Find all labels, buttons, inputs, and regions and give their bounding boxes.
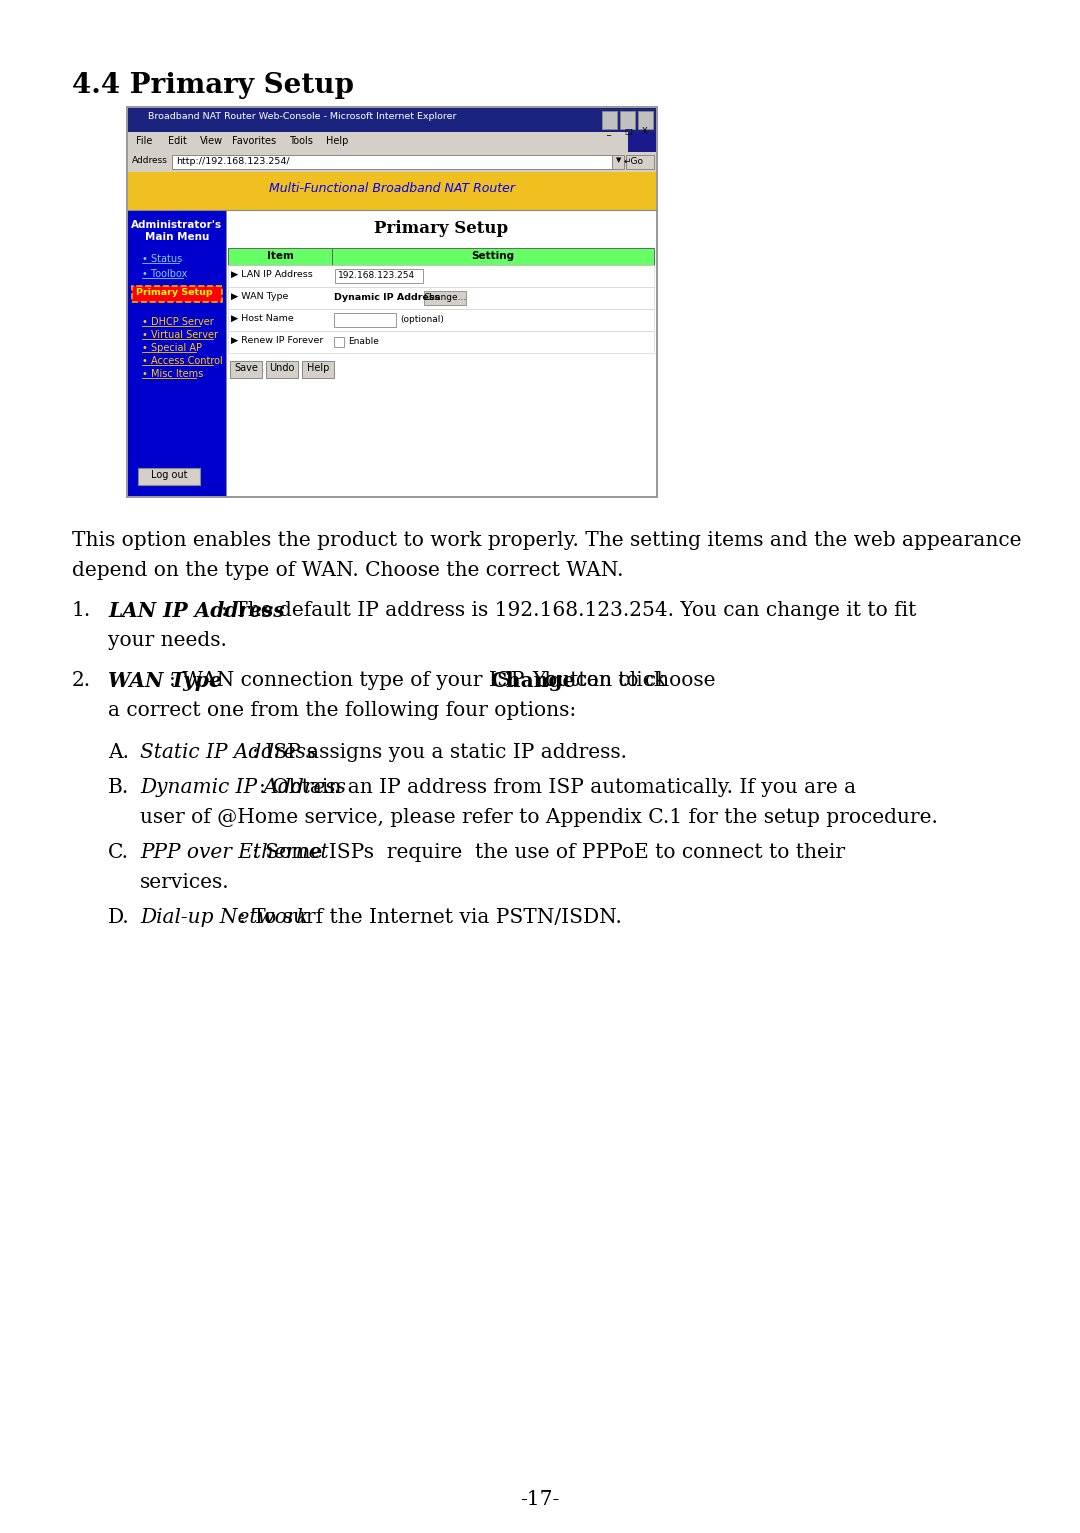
Text: Primary Setup: Primary Setup (374, 221, 508, 238)
Bar (266, 360, 298, 379)
Bar (302, 360, 334, 379)
Text: • Special AP: • Special AP (141, 343, 202, 353)
Text: Save: Save (234, 363, 258, 373)
Text: Tools: Tools (289, 136, 313, 146)
Bar (332, 248, 654, 265)
Text: This option enables the product to work properly. The setting items and the web : This option enables the product to work … (72, 530, 1022, 550)
Text: Dynamic IP Address: Dynamic IP Address (140, 779, 346, 797)
Text: Main Menu: Main Menu (145, 231, 210, 242)
Bar (602, 110, 617, 129)
Text: D.: D. (108, 908, 130, 927)
Text: : ISP assigns you a static IP address.: : ISP assigns you a static IP address. (253, 744, 627, 762)
Text: C.: C. (108, 843, 129, 862)
Text: user of @Home service, please refer to Appendix C.1 for the setup procedure.: user of @Home service, please refer to A… (140, 808, 937, 826)
Bar (129, 210, 226, 497)
Bar (129, 107, 656, 497)
Text: Address: Address (132, 156, 167, 166)
Bar (335, 268, 423, 284)
Text: Help: Help (326, 136, 349, 146)
Bar (126, 106, 658, 498)
Text: Broadband NAT Router Web-Console - Microsoft Internet Explorer: Broadband NAT Router Web-Console - Micro… (148, 112, 457, 121)
Text: services.: services. (140, 872, 230, 892)
Bar (172, 155, 612, 169)
Text: File: File (136, 136, 152, 146)
Text: View: View (200, 136, 224, 146)
Bar (132, 287, 222, 302)
Text: Item: Item (267, 251, 294, 261)
Text: ▶ Renew IP Forever: ▶ Renew IP Forever (231, 336, 323, 345)
Text: : The default IP address is 192.168.123.254. You can change it to fit: : The default IP address is 192.168.123.… (221, 601, 917, 619)
Bar (620, 110, 635, 129)
Bar (228, 310, 654, 331)
Text: □: □ (624, 127, 632, 136)
Text: 4.4 Primary Setup: 4.4 Primary Setup (72, 72, 354, 100)
Text: your needs.: your needs. (108, 632, 227, 650)
Text: : To surf the Internet via PSTN/ISDN.: : To surf the Internet via PSTN/ISDN. (239, 908, 622, 927)
Bar (129, 132, 656, 152)
Text: Multi-Functional Broadband NAT Router: Multi-Functional Broadband NAT Router (269, 182, 515, 195)
Text: depend on the type of WAN. Choose the correct WAN.: depend on the type of WAN. Choose the co… (72, 561, 623, 579)
Text: X: X (642, 127, 648, 136)
Bar (129, 210, 656, 497)
Text: Log out: Log out (151, 471, 187, 480)
Text: Enable: Enable (348, 337, 379, 346)
Bar (424, 291, 465, 305)
Bar (627, 132, 656, 152)
Text: (optional): (optional) (400, 314, 444, 323)
Text: • Access Control: • Access Control (141, 356, 222, 366)
Bar (129, 107, 656, 132)
Text: • Virtual Server: • Virtual Server (141, 330, 218, 340)
Text: _: _ (606, 127, 610, 136)
Text: Dial-up Network: Dial-up Network (140, 908, 309, 927)
Bar (228, 248, 332, 265)
Text: Change: Change (489, 671, 576, 691)
Bar (228, 331, 654, 353)
Bar (638, 110, 653, 129)
Text: : Obtain an IP address from ISP automatically. If you are a: : Obtain an IP address from ISP automati… (259, 779, 856, 797)
Bar (138, 468, 200, 484)
Text: http://192.168.123.254/: http://192.168.123.254/ (176, 156, 289, 166)
Text: Setting: Setting (472, 251, 514, 261)
Text: 2.: 2. (72, 671, 91, 690)
Text: ▶ WAN Type: ▶ WAN Type (231, 291, 288, 300)
Text: Change...: Change... (423, 293, 467, 302)
Text: Dynamic IP Address: Dynamic IP Address (334, 293, 441, 302)
Bar (334, 337, 345, 346)
Text: Favorites: Favorites (232, 136, 276, 146)
Text: ↵Go: ↵Go (624, 156, 644, 166)
Bar (334, 313, 396, 327)
Bar (230, 360, 262, 379)
Text: Primary Setup: Primary Setup (136, 288, 213, 297)
Bar (129, 152, 656, 172)
Bar (228, 287, 654, 310)
Text: • Misc Items: • Misc Items (141, 369, 203, 379)
Text: • Toolbox: • Toolbox (141, 268, 187, 279)
Text: a correct one from the following four options:: a correct one from the following four op… (108, 701, 577, 721)
Text: • DHCP Server: • DHCP Server (141, 317, 214, 327)
Text: button to choose: button to choose (538, 671, 715, 690)
Text: B.: B. (108, 779, 130, 797)
Text: Help: Help (307, 363, 329, 373)
Text: • Status: • Status (141, 254, 183, 264)
Text: Undo: Undo (269, 363, 295, 373)
Text: WAN Type: WAN Type (108, 671, 221, 691)
Text: LAN IP Address: LAN IP Address (108, 601, 285, 621)
Text: : WAN connection type of your ISP. You can click: : WAN connection type of your ISP. You c… (168, 671, 672, 690)
Text: PPP over Ethernet: PPP over Ethernet (140, 843, 328, 862)
Text: 192.168.123.254: 192.168.123.254 (338, 271, 415, 281)
Bar (228, 265, 654, 287)
Text: 1.: 1. (72, 601, 91, 619)
Text: ▶ LAN IP Address: ▶ LAN IP Address (231, 270, 313, 279)
Text: A.: A. (108, 744, 129, 762)
Text: ▼: ▼ (616, 156, 621, 162)
Bar (129, 172, 656, 210)
Text: -17-: -17- (521, 1490, 559, 1508)
Text: : Some ISPs  require  the use of PPPoE to connect to their: : Some ISPs require the use of PPPoE to … (253, 843, 846, 862)
Text: Administrator's: Administrator's (132, 221, 222, 230)
Text: Static IP Address: Static IP Address (140, 744, 316, 762)
Text: ▶ Host Name: ▶ Host Name (231, 314, 294, 323)
Bar (626, 155, 654, 169)
Text: Edit: Edit (168, 136, 187, 146)
Bar (612, 155, 624, 169)
